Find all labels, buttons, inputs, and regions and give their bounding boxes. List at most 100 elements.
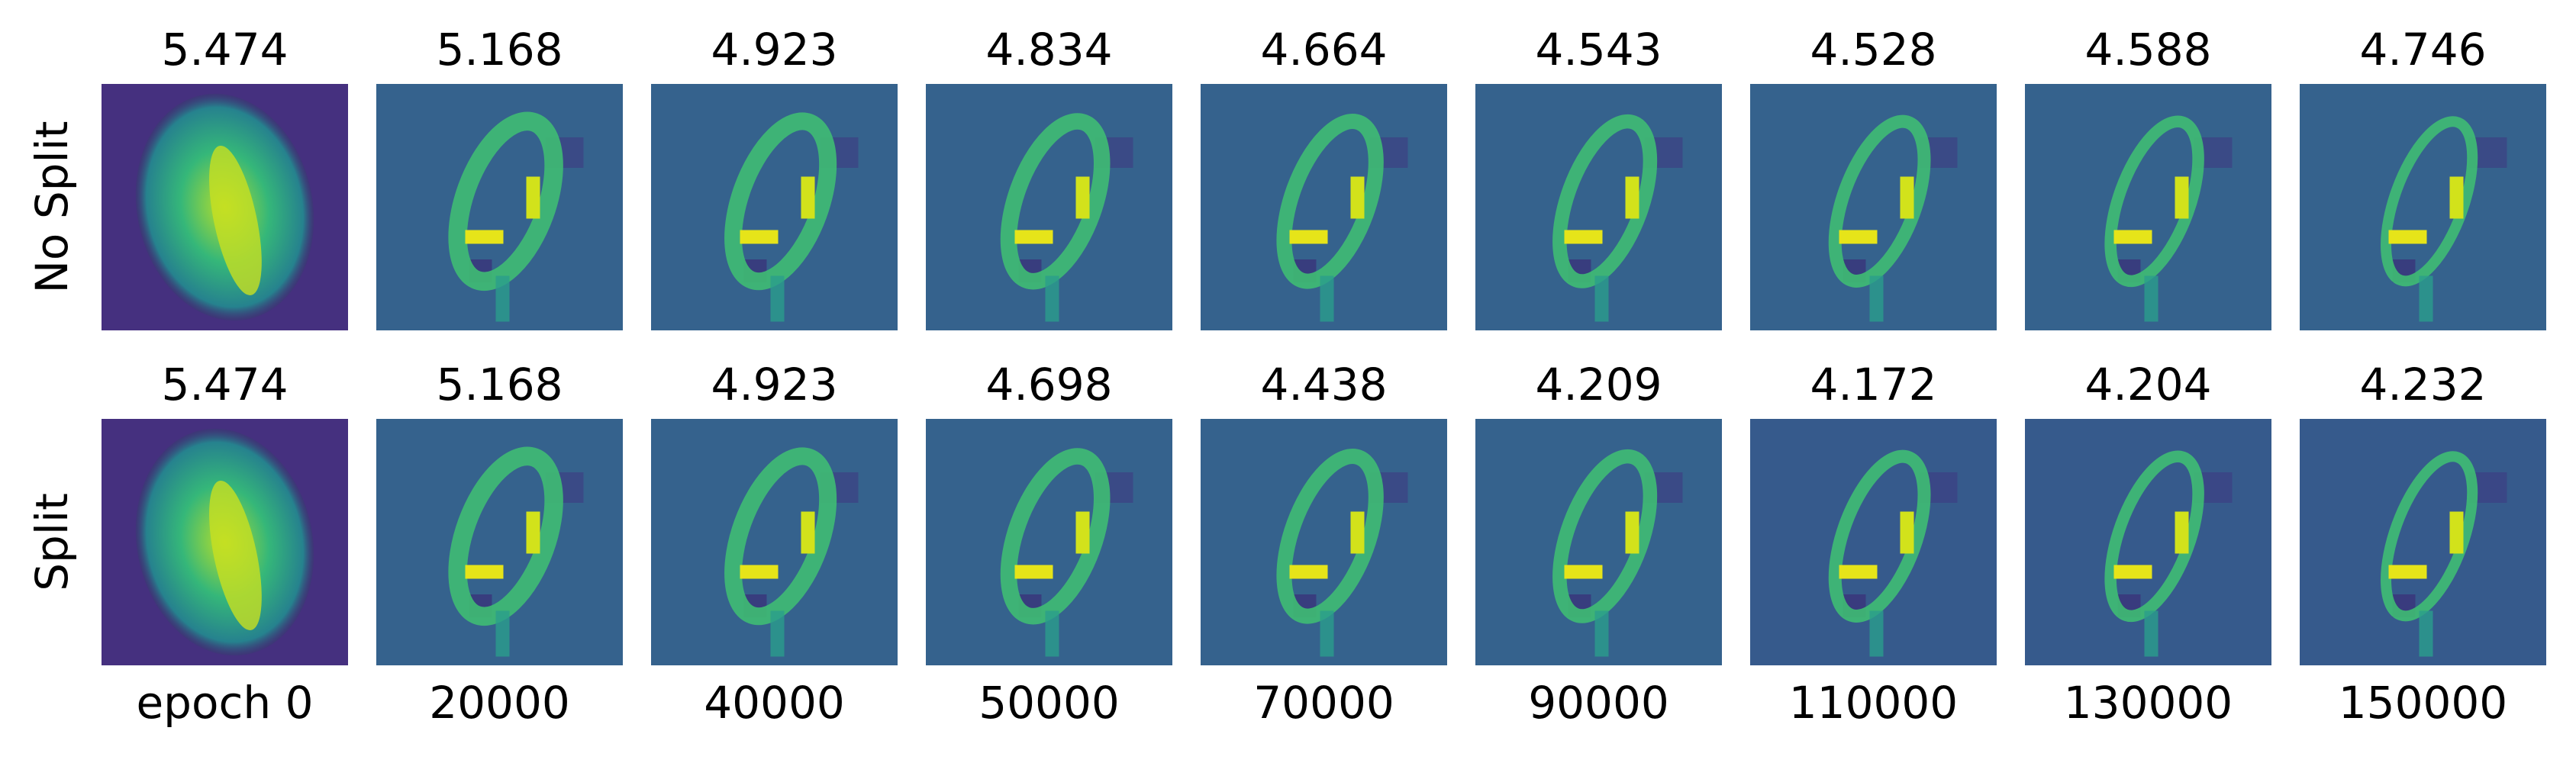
digit-highlight [1350,176,1365,219]
panel-image [1750,419,1997,665]
panel-title: 4.834 [985,24,1112,76]
column-label: 90000 [1528,677,1669,729]
digit-tail [1045,610,1059,657]
panel-image [926,419,1172,665]
row-label: Split [26,493,78,591]
digit-highlight [1289,230,1328,244]
digit-highlight [1564,565,1603,579]
digit-tail [2419,610,2433,657]
panel-image [2300,419,2546,665]
digit-ring [1000,113,1111,290]
digit-ring [1552,449,1658,623]
digit-ring [724,112,837,291]
digit-highlight [1289,565,1328,579]
digit-tail [1594,610,1609,657]
digit-tail [495,610,510,657]
digit-core [209,145,262,295]
panel-title: 4.528 [1810,24,1936,76]
panel-title: 5.168 [436,24,563,76]
panel-title: 4.232 [2359,359,2486,410]
row-label: No Split [26,121,78,294]
panel-title: 4.664 [1260,24,1387,76]
digit-highlight [1839,230,1878,244]
digit-highlight [740,230,779,244]
digit-highlight [1625,176,1639,219]
digit-highlight [2113,230,2152,244]
digit-highlight [1014,565,1053,579]
panel-title: 5.474 [161,359,288,410]
digit-highlight [2175,511,2189,554]
column-label: 150000 [2339,677,2507,729]
digit-ring [1552,114,1658,288]
column-label: 20000 [429,677,570,729]
panel-image [2025,419,2271,665]
digit-tail [2144,275,2158,322]
panel-title: 4.923 [711,24,837,76]
digit-highlight [1075,176,1090,219]
digit-highlight [2175,176,2189,219]
panel-image [2025,84,2271,330]
digit-highlight [1014,230,1053,244]
digit-ring [1000,448,1111,625]
panel-title: 4.209 [1535,359,1662,410]
panel-image [651,84,898,330]
digit-highlight [1564,230,1603,244]
panel-title: 5.474 [161,24,288,76]
digit-tail [2419,275,2433,322]
digit-highlight [801,511,815,554]
panel-image [1475,419,1722,665]
digit-highlight [2388,565,2427,579]
digit-highlight [1075,511,1090,554]
digit-highlight [1625,511,1639,554]
digit-tail [1869,610,1884,657]
digit-highlight [526,176,540,219]
panel-title: 4.172 [1810,359,1936,410]
digit-highlight [1839,565,1878,579]
digit-highlight [526,511,540,554]
digit-highlight [1900,511,1914,554]
digit-highlight [1350,511,1365,554]
digit-highlight [465,565,504,579]
panel-image [1201,84,1447,330]
digit-tail [2144,610,2158,657]
digit-tail [1869,275,1884,322]
digit-ring [448,111,563,291]
panel-title: 4.923 [711,359,837,410]
panel-title: 4.543 [1535,24,1662,76]
panel-image [1750,84,1997,330]
digit-highlight [2449,511,2464,554]
column-label: 50000 [978,677,1120,729]
panel-title: 4.746 [2359,24,2486,76]
digit-highlight [2449,176,2464,219]
digit-tail [1320,610,1334,657]
panel-title: 4.438 [1260,359,1387,410]
panel-image [926,84,1172,330]
digit-ring [1276,114,1384,289]
digit-core [209,480,262,630]
panel-image [2300,84,2546,330]
column-label: 40000 [704,677,845,729]
digit-highlight [2113,565,2152,579]
digit-tail [1320,275,1334,322]
panel-image [1475,84,1722,330]
panel-title: 4.588 [2084,24,2211,76]
digit-highlight [465,230,504,244]
digit-ring [1276,449,1384,624]
column-label: 70000 [1253,677,1394,729]
digit-highlight [740,565,779,579]
column-label: 130000 [2064,677,2233,729]
digit-highlight [801,176,815,219]
panel-image [376,419,623,665]
panel-image [1201,419,1447,665]
digit-tail [495,275,510,322]
panel-title: 4.698 [985,359,1112,410]
panel-image [102,419,348,665]
digit-ring [724,447,837,626]
panel-title: 4.204 [2084,359,2211,410]
panel-title: 5.168 [436,359,563,410]
panel-image [102,84,348,330]
column-label: epoch 0 [137,677,314,729]
digit-highlight [2388,230,2427,244]
digit-tail [1045,275,1059,322]
